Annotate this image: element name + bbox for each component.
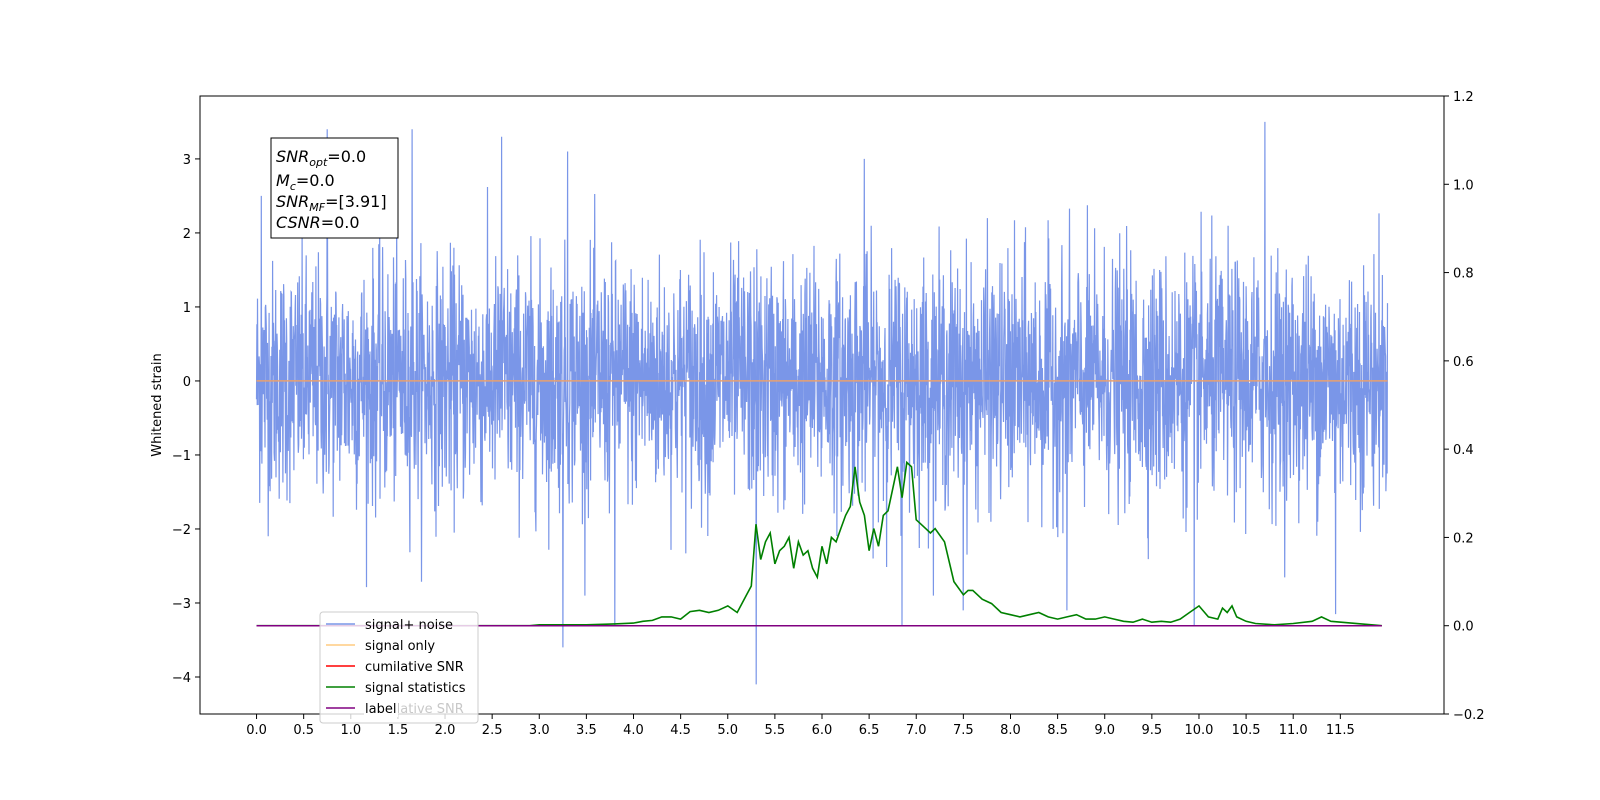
y2-tick-label: −0.2 xyxy=(1453,708,1485,723)
legend-label-cumilative-snr: cumilative SNR xyxy=(365,660,464,675)
info-snr-opt: SNRopt=0.0 xyxy=(276,147,366,169)
x-tick-label: 5.5 xyxy=(765,723,786,738)
info-mc-sub: c xyxy=(290,180,296,193)
y-tick-label: 2 xyxy=(183,227,191,242)
x-tick-label: 8.0 xyxy=(1000,723,1021,738)
x-tick-label: 9.0 xyxy=(1094,723,1115,738)
info-csnr-symbol: CSNR xyxy=(276,213,321,232)
x-tick-label: 5.0 xyxy=(717,723,738,738)
x-tick-label: 2.0 xyxy=(435,723,456,738)
x-tick-label: 7.0 xyxy=(906,723,927,738)
info-snr-opt-symbol: SNR xyxy=(276,147,309,166)
x-tick-label: 0.5 xyxy=(293,723,314,738)
info-mc: Mc=0.0 xyxy=(276,171,335,193)
info-snr-mf-symbol: SNR xyxy=(276,192,309,211)
y2-tick-label: 0.0 xyxy=(1453,620,1474,635)
info-mc-symbol: M xyxy=(276,171,290,190)
info-snr-mf-value: =[3.91] xyxy=(325,192,387,211)
x-tick-label: 8.5 xyxy=(1047,723,1068,738)
y-axis-label: Whitened strain xyxy=(150,353,165,456)
info-snr-opt-sub: opt xyxy=(309,156,328,169)
x-tick-label: 2.5 xyxy=(482,723,503,738)
legend: signal+ noise signal only cumilative SNR… xyxy=(319,611,479,724)
y2-tick-label: 0.4 xyxy=(1453,443,1474,458)
x-tick-label: 1.0 xyxy=(340,723,361,738)
series-signal-noise xyxy=(255,121,1389,685)
info-mc-value: =0.0 xyxy=(296,171,335,190)
x-tick-label: 6.5 xyxy=(859,723,880,738)
legend-label-signal-only: signal only xyxy=(365,639,435,654)
y2-tick-label: 0.6 xyxy=(1453,355,1474,370)
x-tick-label: 6.0 xyxy=(812,723,833,738)
x-axis: 0.0 0.5 1.0 1.5 2.0 2.5 3.0 3.5 4.0 4.5 5.0 5.5 6.0 6… xyxy=(246,714,1355,738)
info-snr-mf: SNRMF=[3.91] xyxy=(276,192,387,214)
legend-label-mask xyxy=(364,700,398,717)
x-tick-label: 10.5 xyxy=(1232,723,1261,738)
info-box-frame xyxy=(270,137,399,239)
legend-label-signal-noise: signal+ noise xyxy=(365,618,453,633)
y2-tick-label: 0.8 xyxy=(1453,267,1474,282)
x-tick-label: 11.0 xyxy=(1279,723,1308,738)
x-tick-label: 3.5 xyxy=(576,723,597,738)
x-tick-label: 9.5 xyxy=(1142,723,1163,738)
y-tick-label: 3 xyxy=(183,153,191,168)
x-tick-label: 11.5 xyxy=(1326,723,1355,738)
legend-frame xyxy=(319,611,479,724)
y-tick-label: −2 xyxy=(172,523,191,538)
y2-tick-label: 0.2 xyxy=(1453,531,1474,546)
x-tick-label: 4.5 xyxy=(670,723,691,738)
x-tick-label: 1.5 xyxy=(388,723,409,738)
x-tick-label: 7.5 xyxy=(953,723,974,738)
y-tick-label: 1 xyxy=(183,301,191,316)
info-snr-mf-sub: MF xyxy=(309,201,325,214)
y2-tick-label: 1.2 xyxy=(1453,90,1474,105)
info-csnr-value: =0.0 xyxy=(321,213,360,232)
y-tick-label: −3 xyxy=(172,597,191,612)
x-tick-label: 0.0 xyxy=(246,723,267,738)
x-tick-label: 10.0 xyxy=(1184,723,1213,738)
x-tick-label: 4.0 xyxy=(623,723,644,738)
y-tick-label: 0 xyxy=(183,375,191,390)
y-tick-label: −4 xyxy=(172,671,191,686)
info-csnr: CSNR=0.0 xyxy=(276,213,360,232)
info-box: SNRopt=0.0 Mc=0.0 SNRMF=[3.91] CSNR=0.0 xyxy=(270,137,399,239)
x-tick-label: 3.0 xyxy=(529,723,550,738)
y-tick-label: −1 xyxy=(172,449,191,464)
y-axis-right: 1.2 1.0 0.8 0.6 0.4 0.2 0.0 −0.2 xyxy=(1444,90,1485,723)
series-signal-statistics xyxy=(256,460,1382,627)
legend-label-label: label xyxy=(365,702,396,717)
y-axis-left: 3 2 1 0 −1 −2 −3 −4 xyxy=(172,153,200,686)
y2-tick-label: 1.0 xyxy=(1453,178,1474,193)
legend-label-signal-statistics: signal statistics xyxy=(365,681,466,696)
info-snr-opt-value: =0.0 xyxy=(327,147,366,166)
